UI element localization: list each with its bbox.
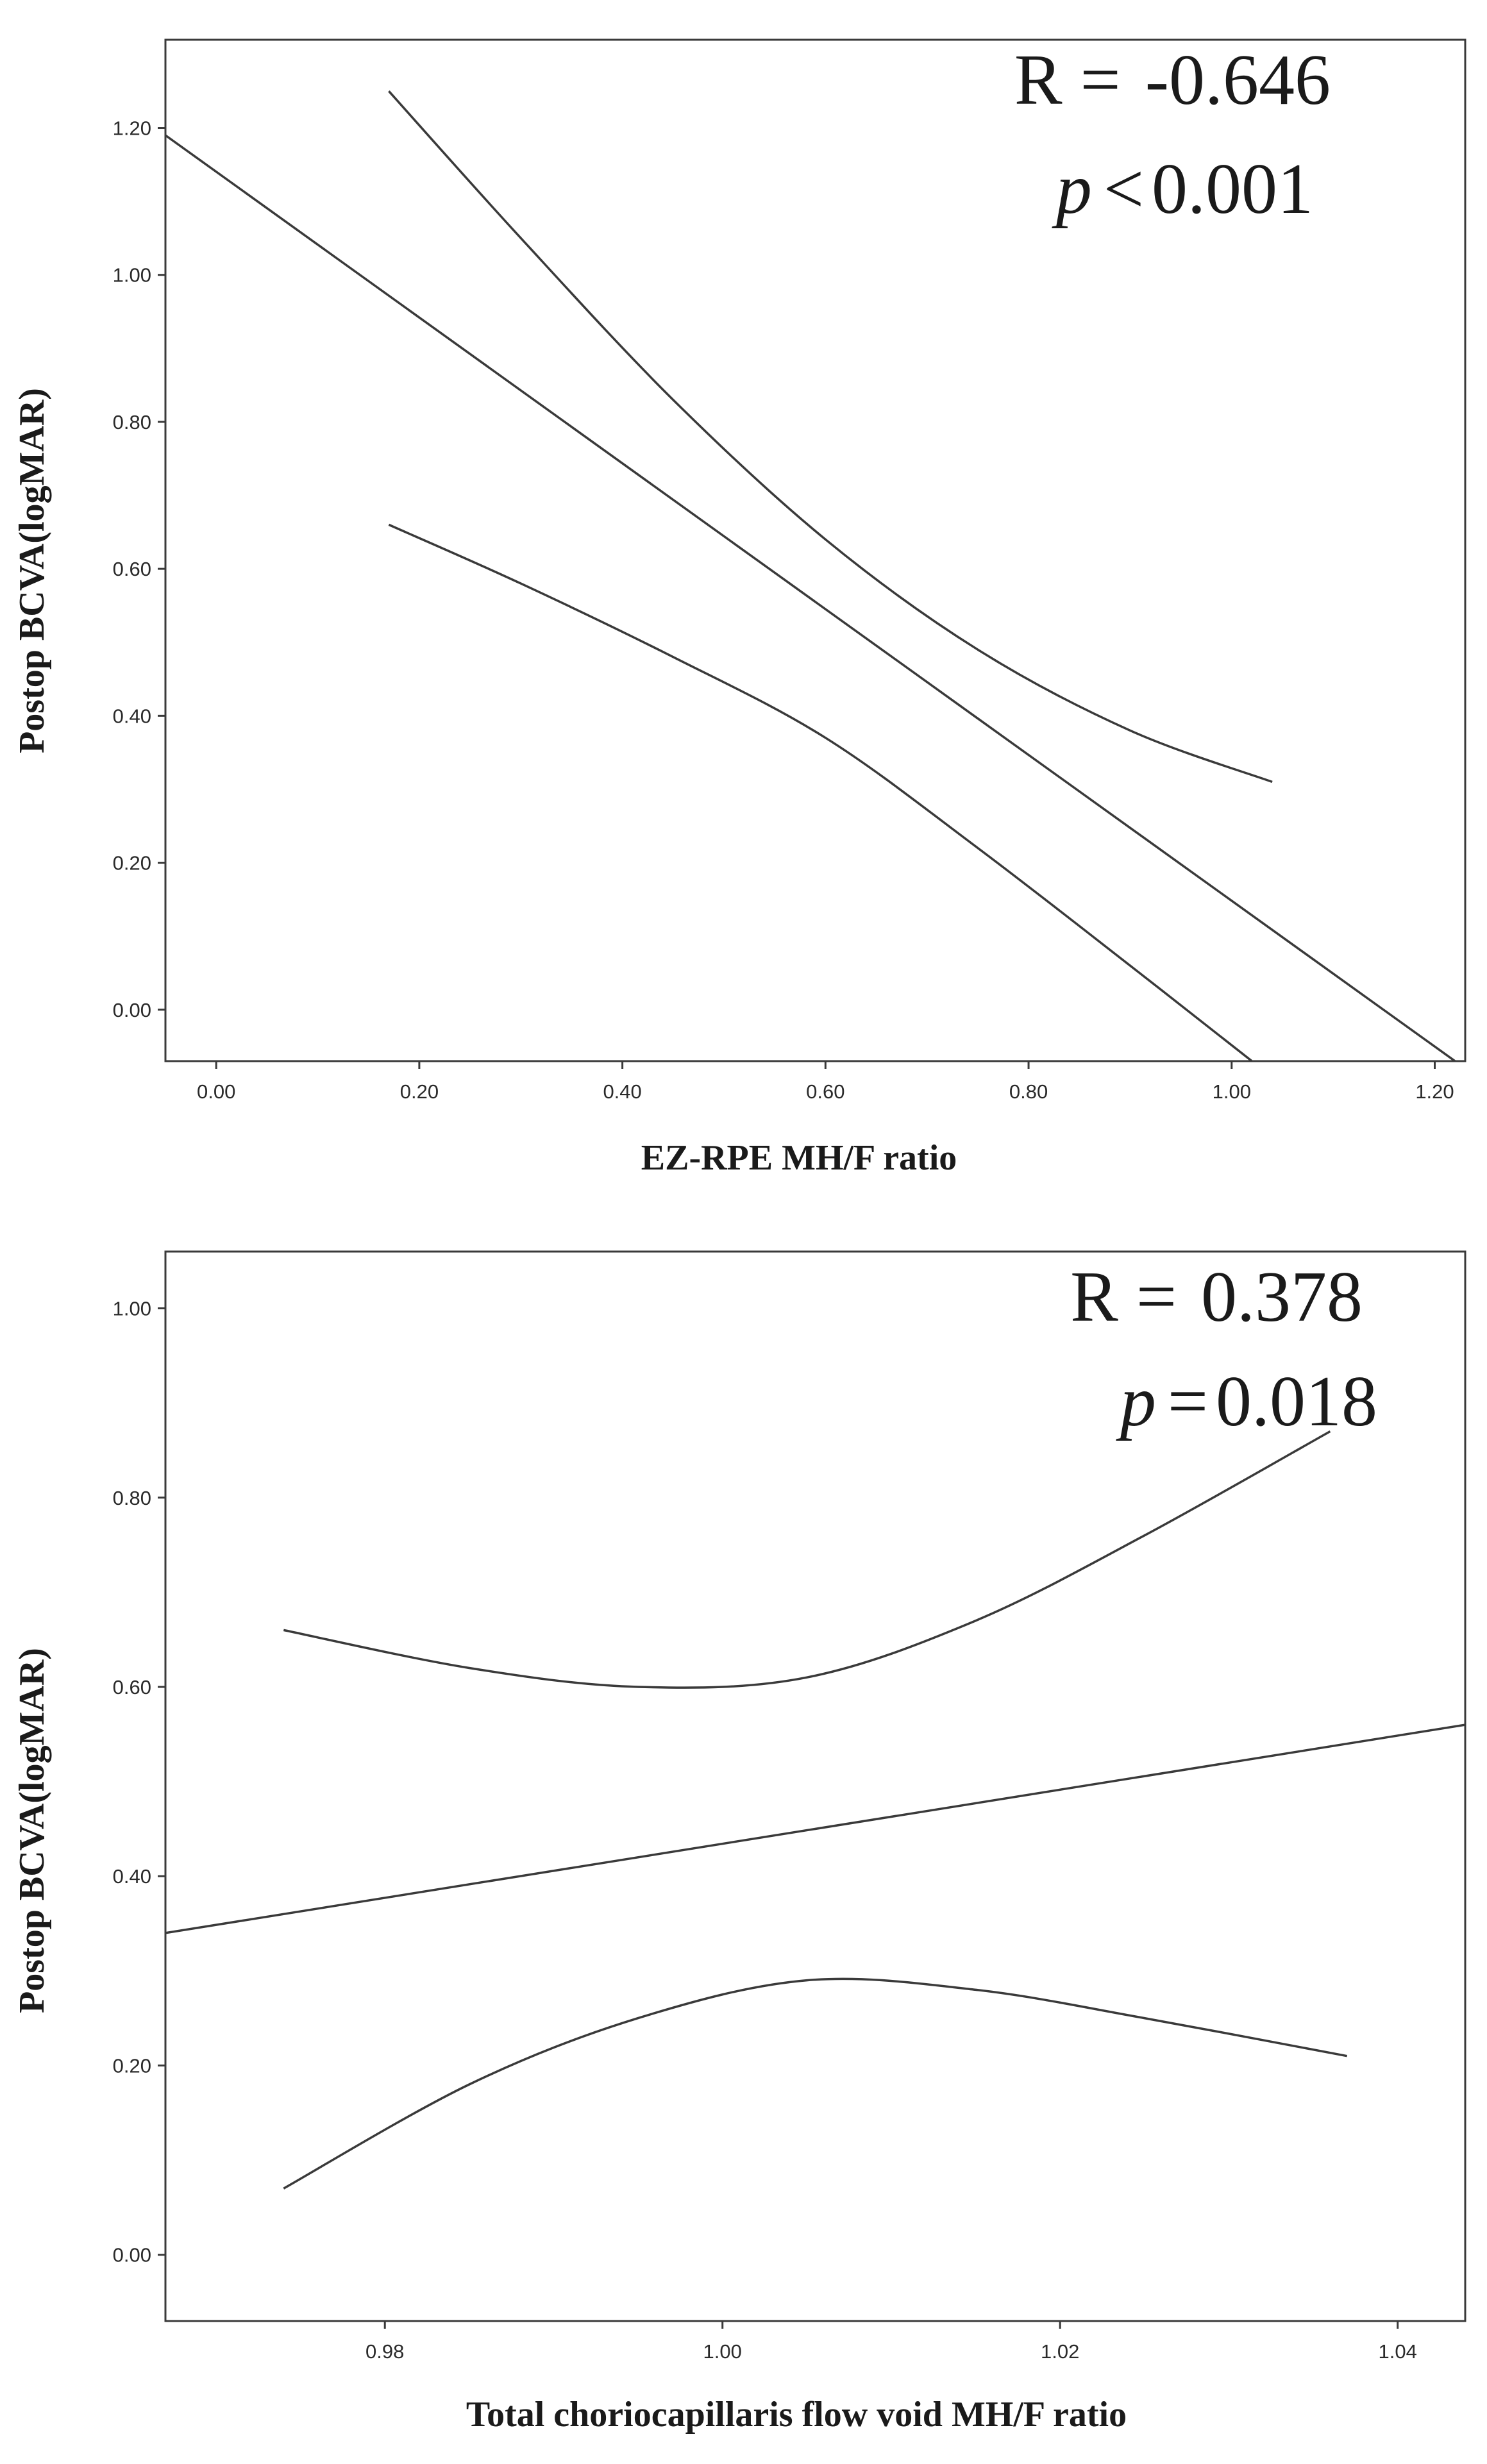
top-y-tick-label: 1.20 (113, 117, 151, 140)
bottom-p-relation: = (1168, 1362, 1208, 1441)
bottom-x-axis-title: Total choriocapillaris flow void MH/F ra… (466, 2395, 1127, 2435)
bottom-x-tick-label: 1.00 (703, 2340, 742, 2363)
top-fit-line (165, 134, 1456, 1061)
top-chart-panel: Postop BCVA(logMAR) EZ-RPE MH/F ratio R … (12, 38, 1466, 1178)
top-x-tick-label: 0.60 (806, 1080, 844, 1103)
top-x-tick-label: 0.20 (400, 1080, 439, 1103)
top-r-value: -0.646 (1145, 40, 1331, 120)
top-p-symbol: p (1052, 149, 1092, 229)
bottom-p-symbol: p (1116, 1362, 1156, 1441)
bottom-y-axis-title: Postop BCVA(logMAR) (12, 1648, 52, 2013)
bottom-chart-panel: Postop BCVA(logMAR) Total choriocapillar… (12, 1250, 1466, 2435)
bottom-y-tick-label: 0.20 (113, 2054, 151, 2077)
top-y-tick-label: 0.40 (113, 705, 151, 727)
top-x-tick-label: 0.80 (1009, 1080, 1048, 1103)
top-y-axis-title: Postop BCVA(logMAR) (12, 388, 52, 753)
bottom-y-tick-label: 0.00 (113, 2244, 151, 2267)
top-y-tick-label: 0.60 (113, 558, 151, 580)
bottom-upper-ci-curve (283, 1430, 1331, 1689)
bottom-x-tick-label: 1.02 (1041, 2340, 1079, 2363)
top-y-tick-label: 1.00 (113, 264, 151, 287)
bottom-p-value: 0.018 (1216, 1362, 1377, 1441)
top-x-tick-label: 0.40 (603, 1080, 641, 1103)
bottom-y-tick-label: 0.40 (113, 1865, 151, 1888)
top-p-value: 0.001 (1152, 149, 1313, 229)
bottom-r-value: 0.378 (1201, 1257, 1363, 1337)
bottom-y-tick-label: 0.80 (113, 1487, 151, 1509)
top-r-annotation: R = -0.646 (1014, 40, 1331, 120)
top-y-tick-label: 0.00 (113, 999, 151, 1021)
top-y-tick-label: 0.80 (113, 411, 151, 433)
top-upper-ci-curve (388, 90, 1273, 784)
top-x-tick-label: 1.20 (1415, 1080, 1454, 1103)
bottom-y-tick-label: 1.00 (113, 1298, 151, 1320)
bottom-x-tick-label: 0.98 (365, 2340, 404, 2363)
top-p-annotation: p <0.001 (1052, 149, 1313, 229)
bottom-y-tick-label: 0.60 (113, 1676, 151, 1698)
bottom-p-annotation: p = 0.018 (1116, 1362, 1377, 1441)
bottom-r-label: R = (1070, 1257, 1177, 1337)
top-x-axis-title: EZ-RPE MH/F ratio (641, 1138, 957, 1178)
top-y-tick-label: 0.20 (113, 852, 151, 875)
top-p-relation: < (1104, 149, 1144, 229)
top-lower-ci-curve (388, 523, 1253, 1061)
bottom-r-annotation: R = 0.378 (1070, 1257, 1363, 1337)
bottom-fit-line (165, 1723, 1465, 1934)
top-plot-frame (164, 38, 1466, 1062)
bottom-plot-frame (164, 1250, 1466, 2322)
bottom-lower-ci-curve (283, 1977, 1348, 2190)
top-r-label: R = (1014, 40, 1121, 120)
top-x-tick-label: 1.00 (1213, 1080, 1251, 1103)
top-x-tick-label: 0.00 (197, 1080, 235, 1103)
bottom-x-tick-label: 1.04 (1379, 2340, 1417, 2363)
